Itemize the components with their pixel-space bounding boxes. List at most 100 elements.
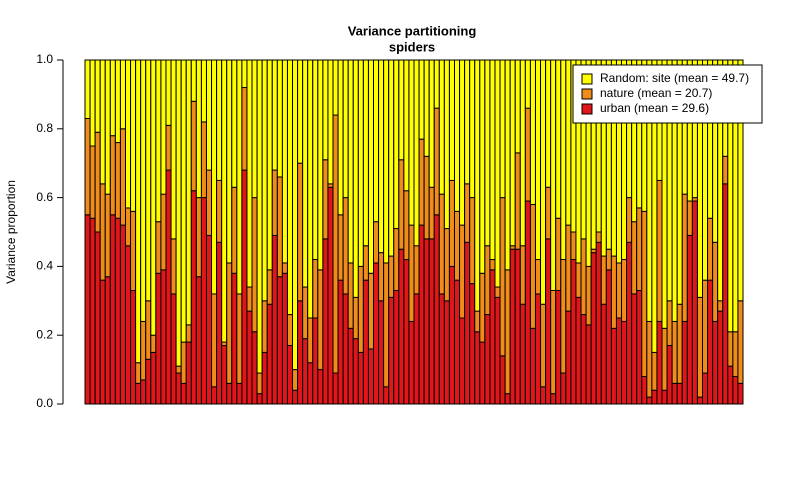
bar-segment (610, 327, 617, 405)
bar-segment (479, 59, 486, 274)
bar-segment (165, 124, 172, 171)
bar-segment (241, 169, 248, 405)
bar-segment (484, 59, 491, 247)
bar-segment (403, 190, 410, 261)
bar-segment (317, 59, 324, 271)
bar-segment (732, 375, 739, 405)
bar-segment (352, 338, 359, 405)
bar-segment (418, 138, 425, 226)
bar-segment (524, 59, 531, 109)
bar-segment (529, 203, 536, 329)
bar-segment (615, 317, 623, 405)
bar-segment (124, 245, 132, 405)
chart-subtitle: spiders (389, 39, 435, 54)
y-tick-label: 0.0 (36, 396, 53, 410)
bar-segment (185, 341, 192, 405)
bar-segment (226, 262, 233, 384)
bar-segment (691, 200, 698, 405)
bar-segment (337, 279, 344, 405)
bar-segment (636, 207, 643, 291)
bar-segment (266, 303, 273, 405)
bar-segment (540, 303, 547, 388)
bar-segment (297, 59, 304, 164)
bar-segment (84, 214, 91, 405)
bar-segment (681, 320, 688, 405)
bar-segment (448, 179, 455, 267)
bar-segment (185, 59, 192, 326)
bar-segment (656, 320, 663, 405)
bar-segment (221, 341, 228, 347)
bar-segment (140, 379, 147, 405)
bar-segment (605, 269, 612, 405)
bar-segment (398, 159, 405, 250)
bar-segment (423, 155, 430, 240)
bar-segment (292, 59, 299, 371)
bar-segment (489, 259, 496, 271)
bar-segment (666, 300, 673, 347)
bar-segment (190, 59, 197, 102)
bar-segment (651, 389, 658, 405)
bar-segment (266, 59, 273, 271)
bar-segment (570, 231, 577, 261)
bar-segment (585, 324, 592, 405)
bar-segment (676, 382, 683, 405)
bar-segment (130, 59, 137, 212)
bar-segment (373, 59, 380, 223)
bar-segment (271, 169, 278, 236)
bar-segment (312, 259, 319, 319)
bar-segment (84, 117, 91, 216)
bar-segment (398, 59, 405, 161)
bar-segment (524, 107, 531, 202)
bar-segment (94, 131, 101, 233)
bar-segment (494, 286, 501, 298)
bar-segment (84, 59, 91, 119)
bar-segment (261, 300, 268, 353)
bar-segment (626, 197, 633, 243)
bar-segment (160, 269, 167, 405)
bar-segment (595, 241, 602, 405)
bar-segment (286, 59, 294, 316)
bar-segment (545, 186, 552, 240)
bar-segment (317, 369, 324, 405)
bar-segment (438, 293, 445, 405)
bar-segment (251, 59, 258, 199)
bar-segment (231, 272, 238, 405)
bar-segment (469, 59, 476, 199)
bar-segment (327, 186, 334, 405)
bar-segment (286, 345, 294, 405)
bar-segment (555, 217, 562, 291)
bar-segment (590, 248, 597, 254)
bar-segment (140, 59, 147, 322)
bar-segment (393, 59, 400, 230)
bar-segment (327, 183, 334, 188)
bar-segment (286, 314, 294, 347)
bar-segment (621, 320, 628, 405)
bar-segment (119, 224, 126, 405)
bar-segment (307, 362, 314, 405)
bar-segment (175, 365, 182, 374)
bar-segment (378, 300, 385, 405)
bar-segment (499, 197, 506, 357)
bar-segment (246, 310, 253, 405)
bar-segment (165, 169, 172, 405)
bar-segment (631, 293, 638, 405)
bar-segment (443, 300, 450, 405)
bar-segment (388, 59, 395, 257)
bar-segment (479, 341, 486, 405)
bar-segment (519, 59, 526, 247)
bar-segment (408, 59, 415, 226)
legend-label: urban (mean = 29.6) (600, 101, 709, 115)
bar-segment (509, 248, 516, 405)
bar-segment (393, 228, 400, 291)
bar-segment (109, 214, 116, 405)
bar-segment (560, 259, 567, 374)
bar-segment (600, 255, 607, 305)
bar-segment (322, 238, 329, 405)
bar-segment (428, 186, 435, 240)
bar-segment (246, 59, 253, 288)
bar-segment (383, 262, 390, 388)
bar-segment (352, 296, 359, 340)
bar-segment (413, 293, 420, 405)
bar-segment (180, 341, 187, 384)
